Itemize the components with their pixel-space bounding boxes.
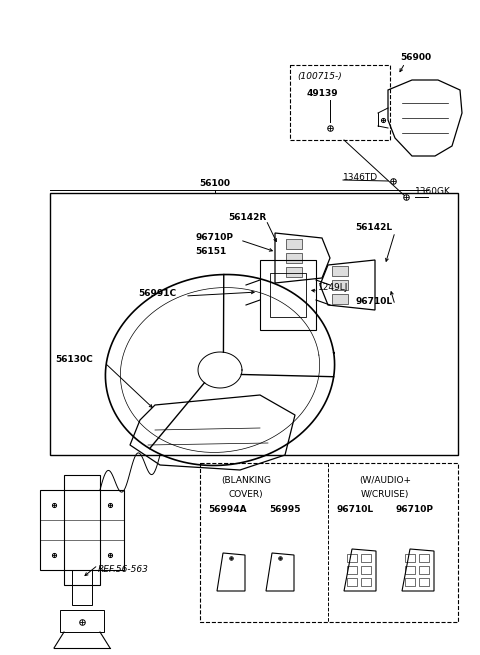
Text: W/CRUISE): W/CRUISE) — [361, 489, 409, 498]
Text: COVER): COVER) — [228, 489, 264, 498]
Bar — [260, 260, 316, 330]
Text: 1346TD: 1346TD — [343, 172, 378, 181]
Text: 56130C: 56130C — [55, 356, 93, 364]
Text: 56995: 56995 — [269, 506, 301, 514]
Bar — [40, 490, 124, 570]
Bar — [419, 554, 429, 562]
Text: 1249LJ: 1249LJ — [318, 284, 348, 293]
Bar — [405, 554, 415, 562]
Bar — [286, 267, 302, 277]
Text: 96710L: 96710L — [336, 506, 373, 514]
Text: 56142L: 56142L — [355, 223, 392, 233]
Text: 56151: 56151 — [195, 248, 226, 257]
Bar — [286, 253, 302, 263]
Bar — [332, 280, 348, 290]
Text: (W/AUDIO+: (W/AUDIO+ — [359, 476, 411, 485]
Bar — [347, 554, 357, 562]
Text: 96710P: 96710P — [195, 233, 233, 242]
Bar — [405, 566, 415, 574]
Bar — [332, 294, 348, 304]
Bar — [72, 570, 92, 605]
Text: 96710P: 96710P — [396, 506, 434, 514]
Bar — [286, 239, 302, 249]
Bar — [64, 475, 100, 585]
Text: 56994A: 56994A — [209, 506, 247, 514]
Bar — [200, 463, 458, 622]
Bar — [347, 566, 357, 574]
Bar — [50, 193, 458, 455]
Bar — [361, 566, 371, 574]
Bar — [332, 266, 348, 276]
Text: 56100: 56100 — [200, 179, 230, 187]
Text: 56900: 56900 — [400, 54, 431, 62]
Bar — [361, 554, 371, 562]
Text: 56142R: 56142R — [228, 214, 266, 223]
Bar — [290, 65, 390, 140]
Bar — [347, 578, 357, 586]
Bar — [60, 610, 104, 632]
Text: 1360GK: 1360GK — [415, 187, 451, 196]
Bar — [361, 578, 371, 586]
Text: (BLANKING: (BLANKING — [221, 476, 271, 485]
Text: 49139: 49139 — [307, 88, 338, 98]
Text: 56991C: 56991C — [138, 288, 176, 297]
Bar — [405, 578, 415, 586]
Text: 96710L: 96710L — [355, 297, 392, 307]
Bar — [270, 273, 306, 317]
Text: REF.56-563: REF.56-563 — [98, 565, 149, 574]
Bar — [419, 578, 429, 586]
Bar — [419, 566, 429, 574]
Text: (100715-): (100715-) — [297, 71, 342, 81]
